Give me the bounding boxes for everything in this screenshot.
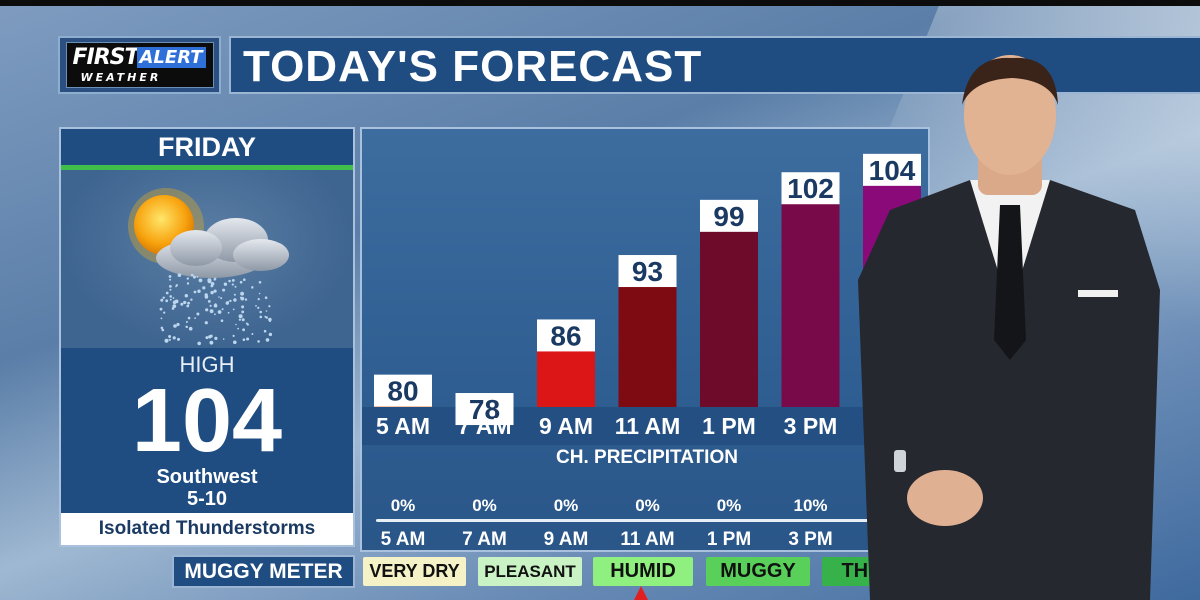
time-axis-label: 5 AM <box>376 413 430 439</box>
temp-value-label: 93 <box>632 256 663 287</box>
logo-first-text: FIRST <box>72 45 140 70</box>
logo-weather-text: WEATHER <box>80 71 162 84</box>
temp-label-box <box>618 255 677 288</box>
day-accent-line <box>61 165 353 170</box>
high-value: 104 <box>131 371 283 471</box>
temp-bar <box>781 174 840 407</box>
temp-label-box <box>455 393 514 426</box>
sun-cloud-rain-icon <box>128 188 289 346</box>
precip-value: 10% <box>793 496 827 515</box>
temp-value-label: 104 <box>869 155 916 186</box>
cloud-icon <box>156 218 289 278</box>
precip-time-label: 9 AM <box>544 529 589 550</box>
pocket-square <box>1078 290 1118 297</box>
presenter-hands <box>907 470 983 526</box>
precip-time-label: 5 AM <box>381 529 426 550</box>
day-panel: FRIDAY <box>59 127 355 547</box>
temp-label-box <box>781 172 840 205</box>
precip-value: 0% <box>391 496 416 515</box>
presenter-figure <box>858 55 1160 600</box>
precip-divider <box>376 519 916 522</box>
precip-time-label: 11 AM <box>620 529 674 550</box>
temp-label-box <box>700 199 758 232</box>
day-name: FRIDAY <box>61 129 353 165</box>
precip-value: 0% <box>635 496 660 515</box>
precip-time-label: 1 PM <box>707 529 751 550</box>
weather-icon-area <box>61 170 353 348</box>
precip-value: 0% <box>554 496 579 515</box>
time-axis-label: 1 PM <box>702 413 756 439</box>
temp-value-label: 99 <box>713 201 744 232</box>
logo-inner: FIRST ALERT WEATHER <box>65 42 214 88</box>
muggy-meter-label: MUGGY METER <box>172 555 355 588</box>
temp-value-label: 78 <box>469 394 500 425</box>
precip-time-label: 7 AM <box>462 529 507 550</box>
time-axis-label: 3 PM <box>784 413 838 439</box>
first-alert-logo: FIRST ALERT WEATHER <box>58 36 221 94</box>
precip-title: CH. PRECIPITATION <box>556 447 738 468</box>
temp-label-box <box>863 153 921 186</box>
wind-direction: Southwest <box>156 466 258 488</box>
temp-value-label: 80 <box>387 376 418 407</box>
top-border <box>0 0 1200 6</box>
page-title: TODAY'S FORECAST <box>243 42 703 91</box>
wind-speed: 5-10 <box>186 488 228 510</box>
temp-value-label: 86 <box>550 320 581 351</box>
muggy-level-pleasant: PLEASANT <box>478 557 582 586</box>
temp-label-box <box>537 319 595 352</box>
presenter-tie <box>994 205 1026 360</box>
high-temp-area: HIGH 104 Southwest 5-10 <box>61 348 353 513</box>
precip-value: 0% <box>472 496 497 515</box>
time-axis-label: 9 AM <box>539 413 593 439</box>
condition-label: Isolated Thunderstorms <box>61 513 353 545</box>
time-axis-label: 11 AM <box>615 413 681 439</box>
temp-label-box <box>374 374 432 407</box>
muggy-level-very-dry: VERY DRY <box>363 557 466 586</box>
time-axis-label: 7 AM <box>457 413 511 439</box>
muggy-level-muggy: MUGGY <box>706 557 810 586</box>
presenter-face <box>964 55 1056 175</box>
high-label: HIGH <box>179 352 235 377</box>
precip-value: 0% <box>717 496 742 515</box>
temp-bar <box>700 201 758 407</box>
presenter-hair <box>962 57 1058 105</box>
logo-alert-text: ALERT <box>136 47 206 68</box>
rain-icon <box>159 273 273 346</box>
muggy-pointer-icon <box>634 586 648 600</box>
muggy-level-humid: HUMID <box>593 557 693 586</box>
temp-value-label: 102 <box>787 173 834 204</box>
precip-time-label: 3 PM <box>788 529 832 550</box>
hourly-chart-panel: 80 5 AM 0% 5 AM 78 7 AM 0% 7 AM 86 9 AM 0% 9 AM 93 11… <box>360 127 930 552</box>
watch-icon <box>894 450 906 472</box>
